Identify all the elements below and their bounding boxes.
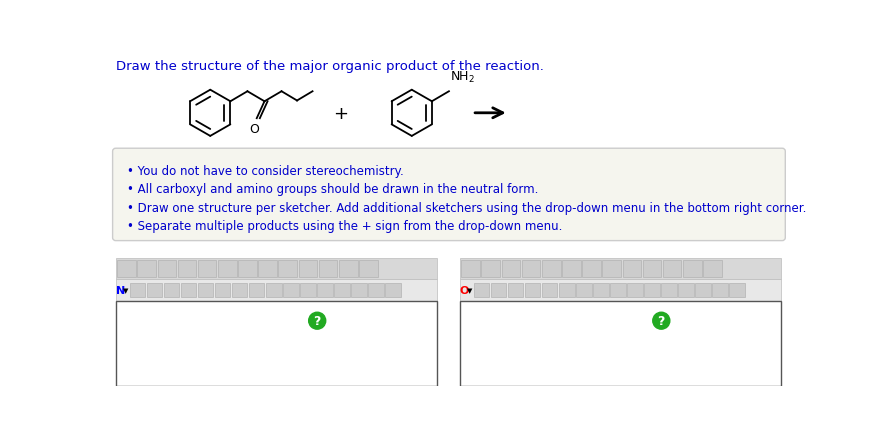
Text: ?: ?	[314, 315, 321, 327]
Bar	[138, 260, 156, 277]
Bar	[335, 283, 350, 297]
Bar	[178, 260, 196, 277]
Text: NH$_2$: NH$_2$	[449, 69, 475, 84]
Bar	[712, 283, 728, 297]
Text: Draw the structure of the major organic product of the reaction.: Draw the structure of the major organic …	[116, 60, 544, 73]
Bar	[683, 260, 702, 277]
Bar	[663, 260, 682, 277]
Bar	[623, 260, 641, 277]
Bar	[502, 260, 520, 277]
Bar	[559, 283, 575, 297]
Circle shape	[308, 312, 326, 329]
Bar	[627, 283, 643, 297]
Bar	[525, 283, 540, 297]
Bar	[319, 260, 337, 277]
Bar	[158, 260, 176, 277]
Bar	[703, 260, 722, 277]
Bar	[130, 283, 145, 297]
Bar	[730, 283, 745, 297]
Bar	[611, 283, 625, 297]
Bar	[146, 283, 162, 297]
Bar	[116, 279, 437, 301]
FancyBboxPatch shape	[113, 149, 785, 241]
Bar	[491, 283, 506, 297]
Bar	[508, 283, 523, 297]
Text: O: O	[460, 285, 470, 295]
Bar	[460, 258, 781, 279]
Bar	[678, 283, 694, 297]
Bar	[576, 283, 591, 297]
Bar	[661, 283, 677, 297]
Bar	[462, 260, 480, 277]
Bar	[238, 260, 257, 277]
Bar	[522, 260, 540, 277]
Bar	[644, 283, 660, 297]
Bar	[215, 283, 230, 297]
Bar	[460, 279, 781, 301]
Text: ▼: ▼	[124, 287, 129, 293]
Bar	[474, 283, 490, 297]
Bar	[299, 260, 317, 277]
Bar	[542, 260, 561, 277]
Bar	[562, 260, 581, 277]
Bar	[279, 260, 297, 277]
Bar	[643, 260, 661, 277]
Bar	[258, 260, 277, 277]
Text: • Separate multiple products using the + sign from the drop-down menu.: • Separate multiple products using the +…	[126, 220, 562, 233]
Bar	[482, 260, 500, 277]
Bar	[249, 283, 265, 297]
Bar	[180, 283, 196, 297]
Text: +: +	[333, 105, 348, 122]
Bar	[593, 283, 609, 297]
Bar	[198, 283, 214, 297]
Text: • All carboxyl and amino groups should be drawn in the neutral form.: • All carboxyl and amino groups should b…	[126, 183, 538, 196]
Bar	[603, 260, 621, 277]
Circle shape	[653, 312, 670, 329]
Bar	[116, 301, 437, 386]
Text: N: N	[116, 285, 125, 295]
Bar	[218, 260, 237, 277]
Bar	[164, 283, 180, 297]
Text: ?: ?	[658, 315, 665, 327]
Bar	[385, 283, 401, 297]
Bar	[232, 283, 247, 297]
Text: ▼: ▼	[467, 287, 472, 293]
Text: • Draw one structure per sketcher. Add additional sketchers using the drop-down : • Draw one structure per sketcher. Add a…	[126, 201, 806, 214]
Bar	[339, 260, 357, 277]
Bar	[266, 283, 281, 297]
Bar	[460, 301, 781, 386]
Bar	[117, 260, 136, 277]
Text: O: O	[250, 123, 259, 136]
Bar	[359, 260, 378, 277]
Bar	[300, 283, 315, 297]
Bar	[368, 283, 384, 297]
Bar	[696, 283, 711, 297]
Text: • You do not have to consider stereochemistry.: • You do not have to consider stereochem…	[126, 164, 403, 177]
Bar	[116, 258, 437, 279]
Bar	[198, 260, 216, 277]
Bar	[351, 283, 367, 297]
Bar	[317, 283, 333, 297]
Bar	[283, 283, 299, 297]
Bar	[583, 260, 601, 277]
Bar	[542, 283, 557, 297]
